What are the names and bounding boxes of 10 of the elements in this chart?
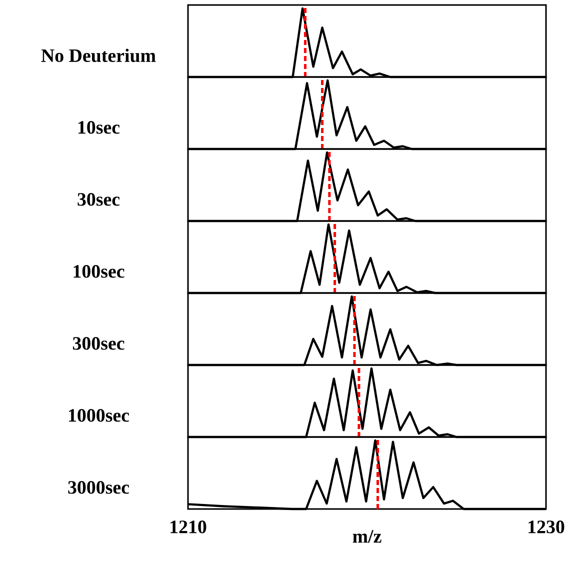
y-axis-title: 1000sec	[69, 409, 130, 422]
y-axis-title: No Deuterium	[41, 48, 156, 62]
x-tick-label: 1210	[170, 520, 206, 534]
y-axis-title: 3000sec	[68, 481, 130, 494]
y-axis-title: 30sec	[78, 193, 120, 206]
y-axis-title: 10sec	[78, 121, 120, 134]
x-tick-label: 1230	[528, 520, 564, 534]
x-axis-title: m/z	[352, 530, 382, 543]
y-axis-title: 100sec	[74, 265, 124, 278]
y-axis-title: 300sec	[72, 337, 124, 350]
